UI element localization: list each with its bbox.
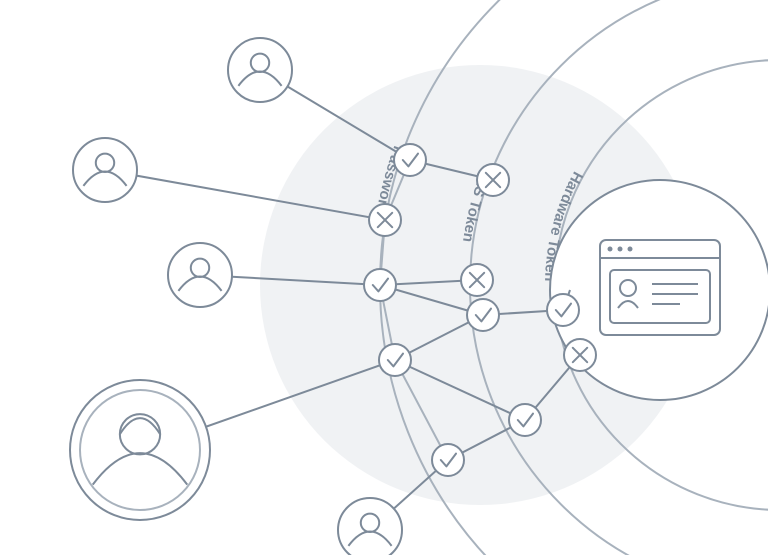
user-avatar [168, 243, 232, 307]
checkpoint-pass [467, 299, 499, 331]
user-avatar-large [70, 380, 210, 520]
user-avatar [73, 138, 137, 202]
user-avatar [338, 498, 402, 560]
checkpoint-pass [379, 344, 411, 376]
checkpoint-pass [509, 404, 541, 436]
checkpoint-pass [394, 144, 426, 176]
checkpoint-fail [564, 339, 596, 371]
checkpoint-fail [461, 264, 493, 296]
checkpoint-fail [369, 204, 401, 236]
auth-diagram: PasswordSMS TokenHardware Token [0, 0, 768, 560]
checkpoint-pass [432, 444, 464, 476]
bottom-crop-overlay [0, 555, 768, 560]
checkpoint-pass [364, 269, 396, 301]
checkpoint-pass [547, 294, 579, 326]
user-avatar [228, 38, 292, 102]
checkpoint-fail [477, 164, 509, 196]
